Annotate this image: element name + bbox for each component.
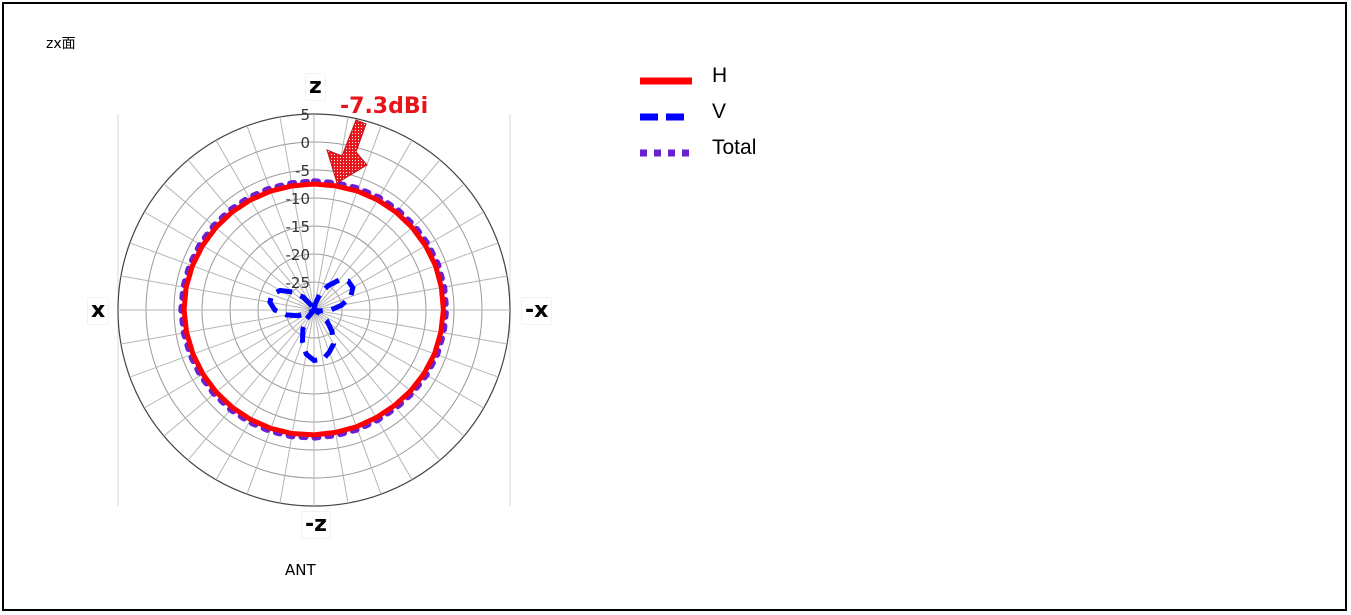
footer-label: ANT (285, 561, 316, 579)
radial-tick-label: -5 (295, 162, 310, 180)
grid-spoke (279, 309, 315, 504)
grid-spoke (215, 140, 315, 311)
grid-spoke (215, 309, 315, 480)
legend-label-total: Total (712, 136, 757, 159)
legend-swatch-v (640, 107, 692, 121)
peak-arrow-shape (326, 119, 368, 184)
grid-spoke (246, 125, 315, 311)
grid-spoke (144, 211, 315, 311)
grid-spoke (120, 309, 315, 345)
plot-title: zx面 (46, 36, 76, 52)
grid-spoke (313, 183, 465, 311)
grid-spoke (313, 116, 349, 311)
series-layer (178, 178, 450, 441)
radial-tick-label: 0 (300, 134, 310, 152)
axis-label-left: x (88, 298, 109, 324)
grid-spoke (279, 116, 315, 311)
grid-spoke (187, 159, 315, 311)
grid-spoke (129, 242, 315, 311)
radial-tick-label: -20 (286, 246, 311, 264)
legend-item-total: Total (640, 130, 756, 166)
grid-spoke (313, 309, 382, 495)
series-h-line (181, 181, 446, 438)
series-v-line (267, 277, 356, 363)
radial-tick-label: -10 (286, 190, 311, 208)
grid-spoke (129, 309, 315, 378)
legend-label-v: V (712, 100, 727, 123)
legend-label-h: H (712, 64, 728, 87)
peak-annotation: -7.3dBi (340, 94, 429, 119)
grid-spoke (313, 309, 465, 437)
grid-spoke (313, 309, 499, 378)
polar-grid (117, 113, 511, 507)
grid-spoke (187, 309, 315, 461)
grid-spoke (313, 309, 441, 461)
peak-arrow (326, 119, 368, 184)
grid-spoke (313, 140, 413, 311)
axis-label-right: -x (522, 298, 552, 324)
grid-spoke (163, 183, 315, 311)
grid-spoke (313, 242, 499, 311)
radial-tick-label: 5 (300, 106, 310, 124)
grid-spoke (313, 309, 349, 504)
legend-swatch-total (640, 143, 692, 157)
radial-tick-label: -25 (286, 274, 311, 292)
axis-label-bottom: -z (302, 512, 330, 538)
grid-spoke (313, 125, 382, 311)
legend: H V Total (640, 58, 756, 166)
grid-spoke (313, 275, 508, 311)
legend-swatch-h (640, 71, 692, 85)
grid-spoke (313, 309, 413, 480)
legend-item-h: H (640, 58, 756, 94)
radial-tick-labels: 5 0 -5 -10 -15 -20 -25 (286, 106, 311, 292)
legend-item-v: V (640, 94, 756, 130)
grid-spoke (120, 275, 315, 311)
series-total-line (178, 178, 450, 441)
grid-spoke (313, 309, 508, 345)
radial-tick-label: -15 (286, 218, 311, 236)
axis-label-top: z (306, 74, 325, 100)
grid-spoke (144, 309, 315, 409)
grid-spoke (313, 309, 484, 409)
grid-spoke (313, 211, 484, 311)
grid-spoke (163, 309, 315, 437)
